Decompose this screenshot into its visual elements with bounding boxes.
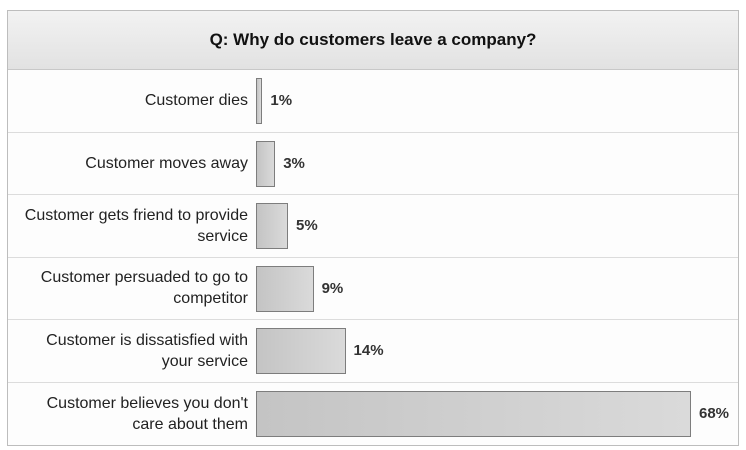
category-label: Customer persuaded to go to competitor (40, 269, 248, 308)
value-label: 14% (353, 342, 384, 360)
bar (256, 328, 346, 374)
bar (256, 203, 288, 249)
chart: Q: Why do customers leave a company? Cus… (7, 10, 739, 446)
row: Customer believes you don't care about t… (8, 383, 738, 446)
category-label: Customer dies (144, 92, 248, 110)
chart-title: Q: Why do customers leave a company? (8, 11, 738, 70)
bar (256, 390, 691, 437)
category-cell: Customer gets friend to provide service (8, 195, 248, 257)
value-label: 3% (283, 154, 305, 172)
category-cell: Customer is dissatisfied with your servi… (8, 320, 248, 382)
row: Customer is dissatisfied with your servi… (8, 320, 738, 383)
category-cell: Customer dies (8, 70, 248, 132)
row: Customer gets friend to provide service 5… (8, 195, 738, 258)
category-cell: Customer moves away (8, 133, 248, 195)
category-cell: Customer persuaded to go to competitor (8, 258, 248, 320)
rows: Customer dies 1% Customer moves away 3% Cust… (8, 70, 738, 445)
row: Customer moves away 3% (8, 133, 738, 195)
category-label: Customer believes you don't care about t… (46, 394, 248, 433)
value-label: 68% (699, 405, 730, 423)
value-label: 9% (321, 279, 344, 297)
category-label: Customer is dissatisfied with your servi… (46, 331, 248, 370)
bar (256, 78, 263, 124)
category-label: Customer moves away (85, 154, 248, 172)
category-cell: Customer believes you don't care about t… (8, 383, 248, 446)
value-label: 1% (270, 92, 293, 110)
bar (256, 265, 314, 312)
row: Customer persuaded to go to competitor 9% (8, 258, 738, 320)
row: Customer dies 1% (8, 70, 738, 133)
bar (256, 140, 276, 187)
value-label: 5% (295, 217, 318, 235)
category-label: Customer gets friend to provide service (24, 206, 248, 245)
